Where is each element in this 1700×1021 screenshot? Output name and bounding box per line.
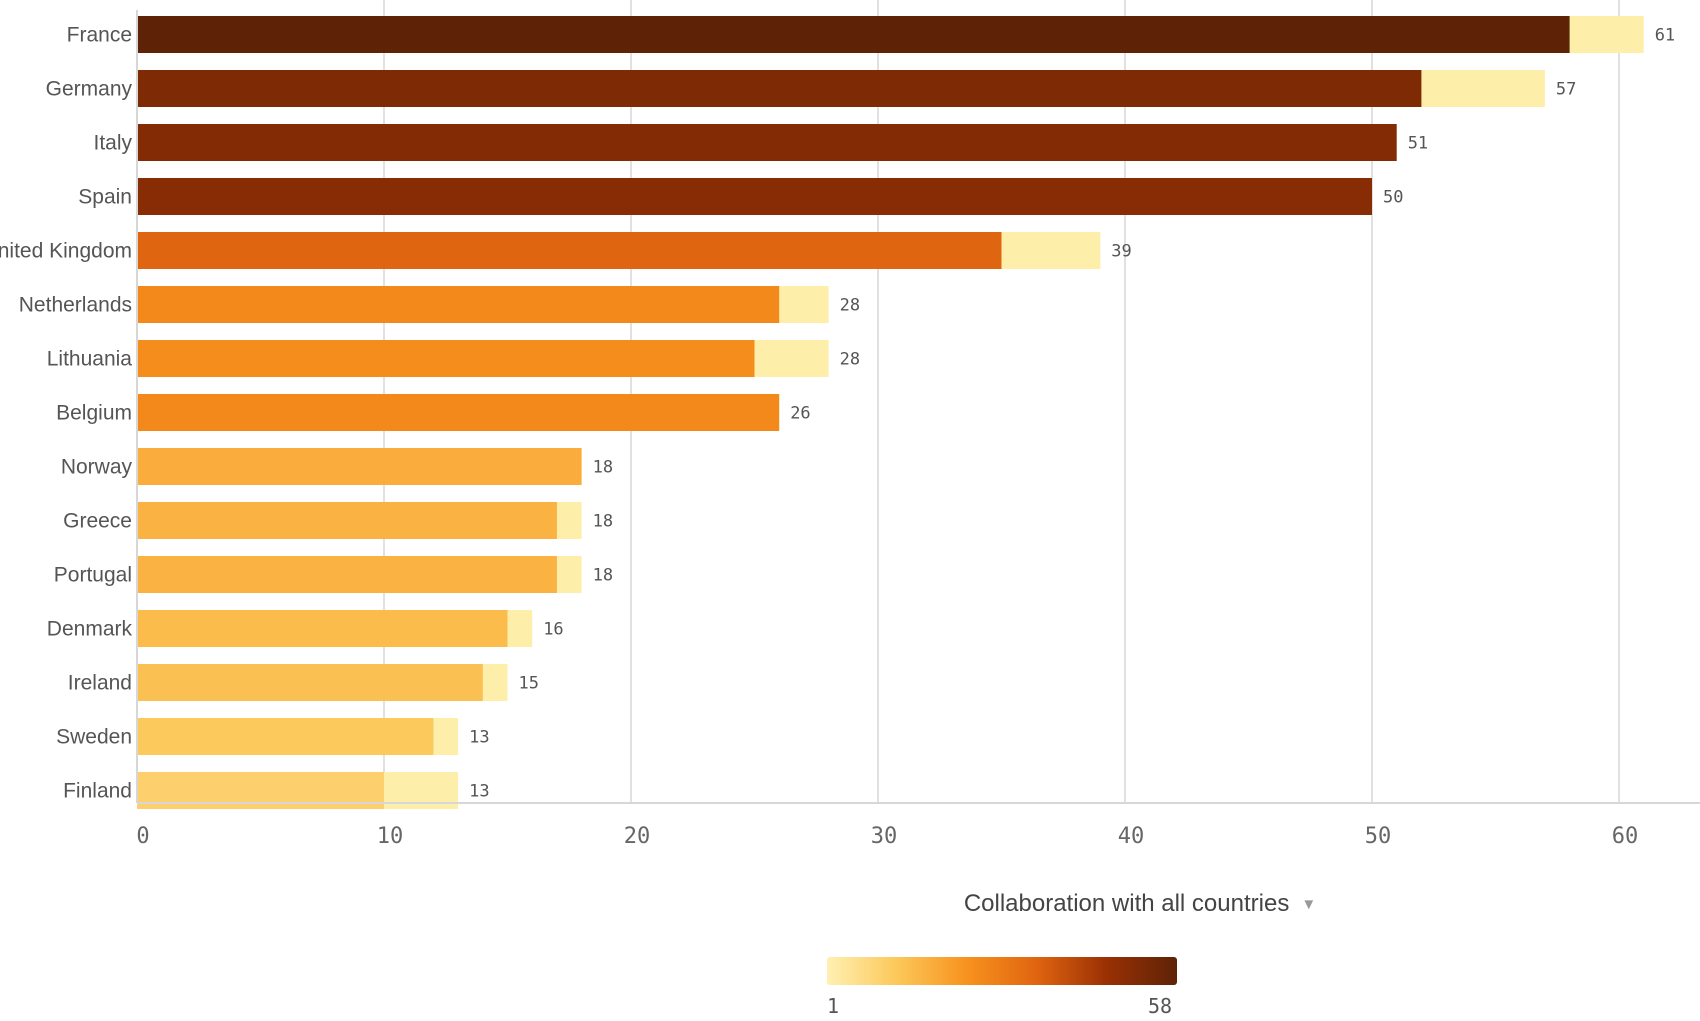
- x-tick-label: 0: [136, 824, 149, 849]
- category-label: Denmark: [47, 618, 133, 641]
- value-label: 57: [1556, 80, 1576, 100]
- bar: [137, 16, 1570, 53]
- legend-title: Collaboration with all countries: [963, 890, 1290, 917]
- legend-min-label: 1: [827, 994, 840, 1018]
- bar: [137, 610, 508, 647]
- value-label: 15: [519, 674, 539, 694]
- value-label: 18: [593, 458, 613, 478]
- x-tick-label: 10: [377, 824, 404, 849]
- bar: [137, 664, 483, 701]
- x-tick-label: 50: [1365, 824, 1392, 849]
- x-tick-label: 20: [624, 824, 651, 849]
- bar: [137, 232, 1002, 269]
- bar: [137, 124, 1397, 161]
- category-label: Greece: [63, 510, 132, 533]
- category-label: Belgium: [56, 402, 132, 425]
- value-label: 13: [469, 728, 489, 748]
- value-label: 26: [790, 404, 810, 424]
- value-label: 28: [840, 296, 860, 316]
- value-label: 13: [469, 782, 489, 802]
- value-label: 18: [593, 566, 613, 586]
- x-tick-label: 30: [871, 824, 898, 849]
- bar: [137, 178, 1372, 215]
- bar: [137, 502, 557, 539]
- category-label: Norway: [61, 456, 133, 479]
- value-label: 50: [1383, 188, 1403, 208]
- bar: [137, 718, 434, 755]
- value-label: 18: [593, 512, 613, 532]
- value-label: 51: [1408, 134, 1428, 154]
- category-label: United Kingdom: [0, 240, 132, 263]
- color-scale-legend: [827, 957, 1177, 985]
- category-label: Netherlands: [19, 294, 132, 317]
- bar: [137, 394, 780, 431]
- value-label: 16: [543, 620, 563, 640]
- value-label: 28: [840, 350, 860, 370]
- x-tick-label: 40: [1118, 824, 1145, 849]
- bar: [137, 340, 755, 377]
- category-label: Spain: [78, 186, 132, 209]
- category-label: Sweden: [56, 726, 132, 749]
- legend-max-label: 58: [1148, 994, 1173, 1018]
- caret-down-icon: ▼: [1301, 896, 1317, 914]
- legend-title-container: Collaboration with all countries ▼: [0, 890, 1700, 918]
- category-label: Italy: [93, 132, 132, 155]
- value-label: 61: [1655, 26, 1675, 46]
- bar: [137, 286, 780, 323]
- category-label: France: [67, 24, 132, 47]
- category-label: Finland: [63, 780, 132, 803]
- value-label: 39: [1111, 242, 1131, 262]
- category-label: Ireland: [68, 672, 132, 695]
- bar: [137, 448, 582, 485]
- bar: [137, 556, 557, 593]
- x-tick-label: 60: [1612, 824, 1639, 849]
- bar-chart: France 61 Germany 57 Italy 51 Spain 50 United Ki…: [0, 0, 1700, 849]
- category-label: Portugal: [54, 564, 132, 587]
- category-label: Lithuania: [47, 348, 133, 371]
- legend-measure-selector[interactable]: Collaboration with all countries ▼: [964, 890, 1316, 918]
- bar: [137, 70, 1422, 107]
- category-label: Germany: [46, 78, 133, 101]
